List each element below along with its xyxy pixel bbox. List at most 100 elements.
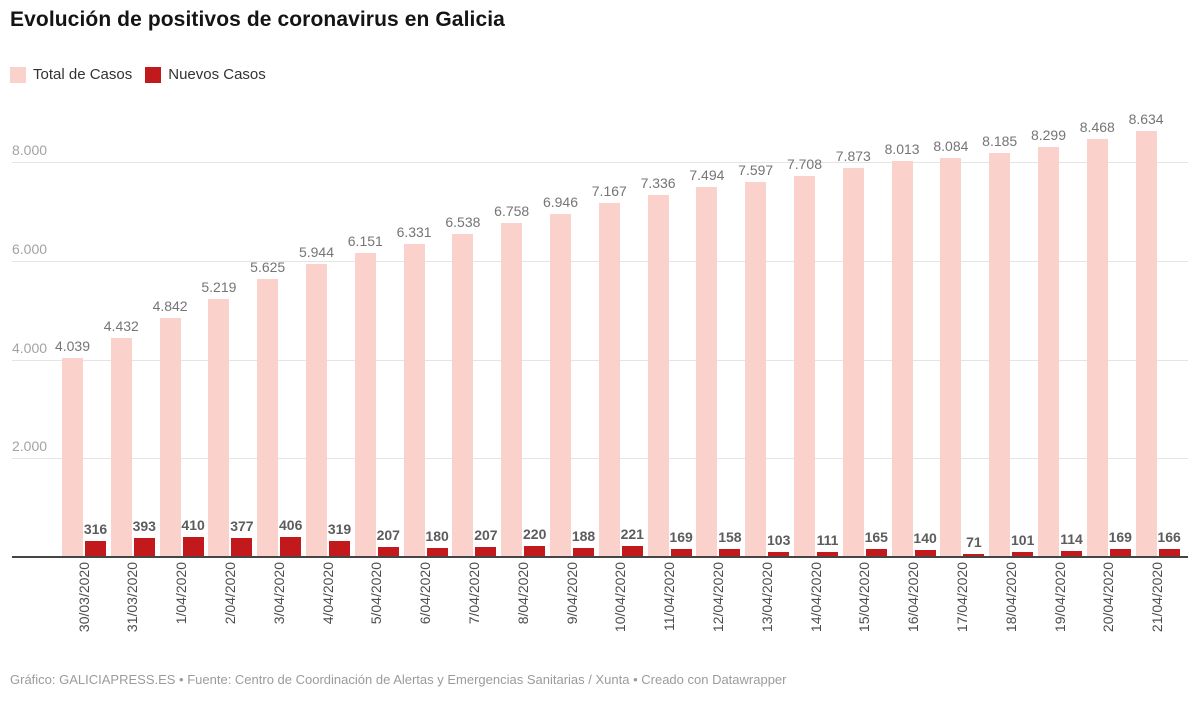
- nuevos-casos-value-label: 71: [966, 533, 982, 550]
- nuevos-casos-bar[interactable]: [133, 537, 155, 557]
- x-axis-date-label: 1/04/2020: [173, 562, 190, 625]
- nuevos-casos-bar[interactable]: [85, 541, 106, 557]
- total-casos-value-label: 6.331: [396, 224, 432, 241]
- total-casos-bar[interactable]: [403, 244, 425, 557]
- total-casos-bar[interactable]: [891, 161, 913, 557]
- nuevos-casos-value-label: 140: [913, 530, 937, 547]
- nuevos-casos-bar[interactable]: [377, 546, 399, 557]
- legend-swatch-nuevos-casos: [145, 66, 162, 83]
- nuevos-casos-bar[interactable]: [426, 548, 448, 557]
- total-casos-bar[interactable]: [159, 317, 181, 557]
- nuevos-casos-bar[interactable]: [475, 546, 497, 557]
- total-casos-value-label: 6.758: [494, 203, 530, 220]
- total-casos-bar[interactable]: [794, 176, 815, 557]
- nuevos-casos-bar[interactable]: [963, 553, 985, 557]
- nuevos-casos-value-label: 221: [620, 526, 644, 543]
- total-casos-bar[interactable]: [842, 168, 864, 557]
- total-casos-bar[interactable]: [696, 187, 718, 557]
- nuevos-casos-bar[interactable]: [670, 548, 692, 557]
- y-axis-tick-label: 6.000: [12, 240, 48, 257]
- total-casos-bar[interactable]: [989, 152, 1011, 557]
- total-casos-value-label: 4.842: [152, 297, 188, 314]
- nuevos-casos-value-label: 393: [132, 517, 156, 534]
- total-casos-value-label: 8.299: [1030, 127, 1067, 144]
- nuevos-casos-bar[interactable]: [719, 549, 741, 557]
- x-axis-date-label: 17/04/2020: [953, 562, 970, 633]
- total-casos-bar[interactable]: [110, 338, 132, 557]
- nuevos-casos-bar[interactable]: [817, 551, 838, 557]
- total-casos-bar[interactable]: [62, 357, 83, 557]
- total-casos-bar[interactable]: [452, 234, 474, 557]
- total-casos-bar[interactable]: [208, 299, 230, 557]
- x-axis-date-label: 21/04/2020: [1149, 562, 1166, 633]
- nuevos-casos-bar[interactable]: [621, 546, 643, 557]
- nuevos-casos-value-label: 410: [181, 516, 205, 533]
- total-casos-bar[interactable]: [1135, 130, 1157, 557]
- total-casos-value-label: 7.167: [591, 183, 627, 200]
- nuevos-casos-bar[interactable]: [182, 536, 204, 557]
- nuevos-casos-value-label: 377: [230, 518, 254, 535]
- nuevos-casos-value-label: 316: [83, 521, 108, 538]
- nuevos-casos-bar[interactable]: [231, 538, 253, 557]
- nuevos-casos-bar[interactable]: [1158, 548, 1180, 557]
- x-axis-date-label: 20/04/2020: [1100, 562, 1117, 633]
- y-axis-tick-label: 4.000: [12, 339, 48, 356]
- nuevos-casos-bar[interactable]: [329, 541, 350, 557]
- x-axis-date-label: 8/04/2020: [514, 562, 531, 625]
- total-casos-bar[interactable]: [550, 214, 571, 557]
- legend-item-total-de-casos: Total de Casos: [10, 66, 132, 83]
- x-axis-date-label: 31/03/2020: [124, 562, 141, 633]
- nuevos-casos-bar[interactable]: [768, 551, 790, 557]
- total-casos-value-label: 7.597: [738, 161, 774, 178]
- nuevos-casos-value-label: 207: [376, 526, 400, 543]
- nuevos-casos-value-label: 111: [816, 531, 839, 548]
- x-axis-date-label: 30/03/2020: [75, 562, 92, 633]
- x-axis-date-label: 7/04/2020: [465, 562, 482, 625]
- total-casos-value-label: 8.468: [1079, 118, 1115, 135]
- x-axis-date-label: 13/04/2020: [758, 562, 775, 633]
- nuevos-casos-bar[interactable]: [524, 546, 546, 557]
- nuevos-casos-bar[interactable]: [914, 550, 936, 557]
- total-casos-bar[interactable]: [647, 194, 669, 557]
- total-casos-bar[interactable]: [1038, 147, 1059, 557]
- total-casos-bar[interactable]: [940, 157, 962, 557]
- nuevos-casos-value-label: 165: [864, 528, 888, 545]
- total-casos-value-label: 4.039: [54, 337, 91, 354]
- nuevos-casos-value-label: 169: [669, 528, 693, 545]
- total-casos-value-label: 7.873: [835, 148, 871, 165]
- total-casos-bar[interactable]: [745, 181, 767, 557]
- total-casos-value-label: 5.219: [201, 279, 237, 296]
- nuevos-casos-bar[interactable]: [1061, 551, 1082, 557]
- x-axis-date-label: 14/04/2020: [807, 562, 824, 633]
- total-casos-value-label: 5.625: [250, 259, 286, 276]
- nuevos-casos-bar[interactable]: [1109, 548, 1131, 557]
- legend: Total de Casos Nuevos Casos: [10, 66, 266, 83]
- nuevos-casos-value-label: 207: [474, 526, 498, 543]
- nuevos-casos-bar[interactable]: [573, 547, 594, 557]
- total-casos-value-label: 6.946: [542, 194, 579, 210]
- total-casos-bar[interactable]: [354, 253, 376, 557]
- nuevos-casos-value-label: 101: [1011, 532, 1035, 548]
- legend-item-nuevos-casos: Nuevos Casos: [145, 66, 266, 83]
- nuevos-casos-value-label: 188: [571, 527, 596, 544]
- x-axis-date-label: 10/04/2020: [612, 562, 629, 633]
- x-axis-date-label: 12/04/2020: [709, 562, 726, 633]
- nuevos-casos-value-label: 220: [523, 526, 547, 543]
- total-casos-bar[interactable]: [598, 203, 620, 557]
- total-casos-bar[interactable]: [306, 263, 327, 557]
- legend-label-total-de-casos: Total de Casos: [33, 66, 133, 83]
- total-casos-value-label: 8.013: [884, 141, 920, 158]
- nuevos-casos-bar[interactable]: [865, 548, 887, 557]
- total-casos-bar[interactable]: [501, 223, 523, 557]
- footer-credit: Gráfico: GALICIAPRESS.ES • Fuente: Centr…: [10, 672, 787, 687]
- x-axis-date-label: 3/04/2020: [270, 562, 287, 625]
- x-axis-date-label: 16/04/2020: [905, 562, 922, 633]
- total-casos-bar[interactable]: [257, 279, 279, 557]
- x-axis-date-label: 15/04/2020: [856, 562, 873, 633]
- nuevos-casos-bar[interactable]: [1012, 552, 1034, 557]
- total-casos-bar[interactable]: [1086, 138, 1108, 557]
- nuevos-casos-bar[interactable]: [280, 537, 302, 557]
- total-casos-value-label: 4.432: [103, 318, 139, 335]
